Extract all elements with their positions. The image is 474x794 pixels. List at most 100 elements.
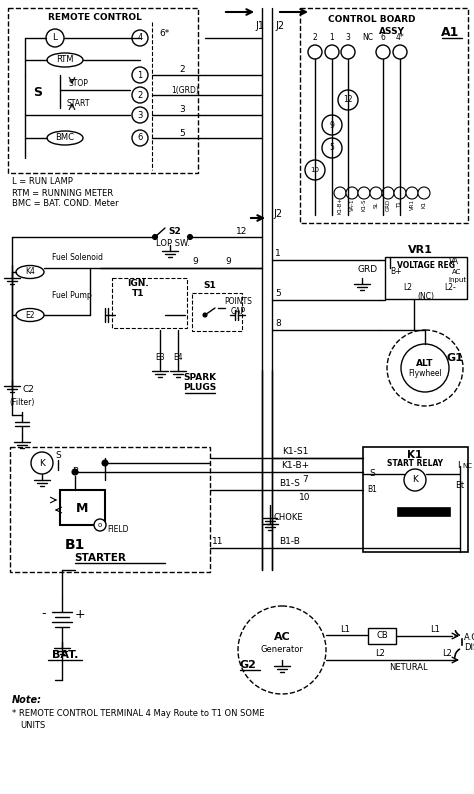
Circle shape: [203, 313, 207, 317]
Text: K1-S1: K1-S1: [282, 448, 308, 457]
Text: BMC: BMC: [55, 133, 74, 142]
Text: PLUGS: PLUGS: [183, 384, 217, 392]
Text: E3: E3: [155, 353, 165, 363]
Text: G2: G2: [239, 660, 256, 670]
Text: 8: 8: [275, 319, 281, 329]
Text: 6*: 6*: [160, 29, 170, 37]
Text: B+: B+: [390, 268, 402, 276]
Text: I: I: [456, 461, 459, 471]
Circle shape: [404, 469, 426, 491]
Circle shape: [401, 344, 449, 392]
Text: VA: VA: [449, 257, 459, 267]
Text: ASSY: ASSY: [379, 28, 405, 37]
Circle shape: [31, 452, 53, 474]
Text: K: K: [39, 458, 45, 468]
Text: 5: 5: [179, 129, 185, 137]
Circle shape: [338, 90, 358, 110]
Text: 10: 10: [310, 167, 319, 173]
Text: RTM = RUNNING METER: RTM = RUNNING METER: [12, 188, 113, 198]
Text: L = RUN LAMP: L = RUN LAMP: [12, 178, 73, 187]
Text: 3: 3: [179, 106, 185, 114]
Text: GRD: GRD: [385, 198, 391, 211]
Circle shape: [132, 107, 148, 123]
Text: Fuel Solenoid: Fuel Solenoid: [52, 252, 103, 261]
Text: K1: K1: [421, 202, 427, 209]
Text: C2: C2: [22, 386, 34, 395]
Text: 3: 3: [346, 33, 350, 43]
Text: (NC): (NC): [418, 291, 435, 300]
Text: BMC = BAT. COND. Meter: BMC = BAT. COND. Meter: [12, 199, 118, 209]
Text: 4*: 4*: [396, 33, 404, 43]
Text: S2: S2: [169, 228, 182, 237]
Text: 9: 9: [192, 257, 198, 267]
Text: START RELAY: START RELAY: [387, 460, 443, 468]
Text: GRD: GRD: [358, 265, 378, 275]
Text: 6: 6: [381, 33, 385, 43]
Ellipse shape: [16, 265, 44, 279]
Text: Note:: Note:: [12, 695, 42, 705]
Text: IGN.: IGN.: [127, 279, 149, 287]
Text: UNITS: UNITS: [20, 720, 45, 730]
Bar: [300, 8, 468, 223]
Bar: [192, 293, 242, 331]
Text: VR1: VR1: [410, 199, 414, 210]
Text: B: B: [72, 468, 78, 476]
Bar: [398, 508, 450, 516]
Circle shape: [188, 234, 192, 240]
Circle shape: [305, 160, 325, 180]
Text: A1: A1: [441, 25, 459, 38]
Circle shape: [132, 67, 148, 83]
Circle shape: [238, 606, 326, 694]
Text: L1: L1: [430, 625, 440, 634]
Ellipse shape: [16, 309, 44, 322]
Bar: [385, 257, 467, 299]
Text: L2: L2: [403, 283, 412, 291]
Circle shape: [394, 187, 406, 199]
Circle shape: [153, 234, 157, 240]
Text: VOLTAGE REG: VOLTAGE REG: [397, 260, 455, 269]
Circle shape: [418, 187, 430, 199]
Circle shape: [72, 469, 78, 475]
Text: G1: G1: [447, 353, 464, 363]
Text: START: START: [66, 98, 90, 107]
Text: 2: 2: [179, 65, 185, 75]
Text: NC: NC: [363, 33, 374, 43]
Text: B1-S: B1-S: [280, 480, 301, 488]
Text: 11: 11: [212, 537, 224, 545]
Text: 12: 12: [343, 95, 353, 105]
Text: S: S: [34, 87, 43, 99]
Circle shape: [376, 45, 390, 59]
Text: 3: 3: [137, 110, 143, 120]
Circle shape: [358, 187, 370, 199]
Text: 6: 6: [137, 133, 143, 142]
Circle shape: [325, 45, 339, 59]
Text: 5: 5: [275, 290, 281, 299]
Circle shape: [132, 130, 148, 146]
Text: 2: 2: [137, 91, 143, 99]
Circle shape: [346, 187, 358, 199]
Text: FIELD: FIELD: [107, 526, 129, 534]
Text: 9: 9: [225, 257, 231, 267]
Text: S1: S1: [204, 280, 216, 290]
Text: 1: 1: [137, 71, 143, 79]
Text: 1(GRD): 1(GRD): [171, 86, 199, 94]
Text: 12: 12: [237, 226, 248, 236]
Text: E2: E2: [25, 310, 35, 319]
Text: NC: NC: [462, 463, 472, 469]
Circle shape: [150, 310, 160, 320]
Text: DIST.: DIST.: [464, 643, 474, 653]
Text: S: S: [55, 452, 61, 461]
Circle shape: [370, 187, 382, 199]
Text: 5: 5: [329, 144, 335, 152]
Text: L1: L1: [340, 625, 350, 634]
Text: M: M: [76, 502, 88, 515]
Ellipse shape: [94, 519, 106, 531]
Text: J2: J2: [273, 209, 283, 219]
Text: -: -: [42, 607, 46, 620]
Circle shape: [322, 138, 342, 158]
Text: L2: L2: [375, 649, 385, 658]
Text: SPARK: SPARK: [183, 372, 217, 381]
Bar: [10, 447, 210, 572]
Text: 1: 1: [275, 249, 281, 259]
Text: J1: J1: [255, 21, 264, 31]
